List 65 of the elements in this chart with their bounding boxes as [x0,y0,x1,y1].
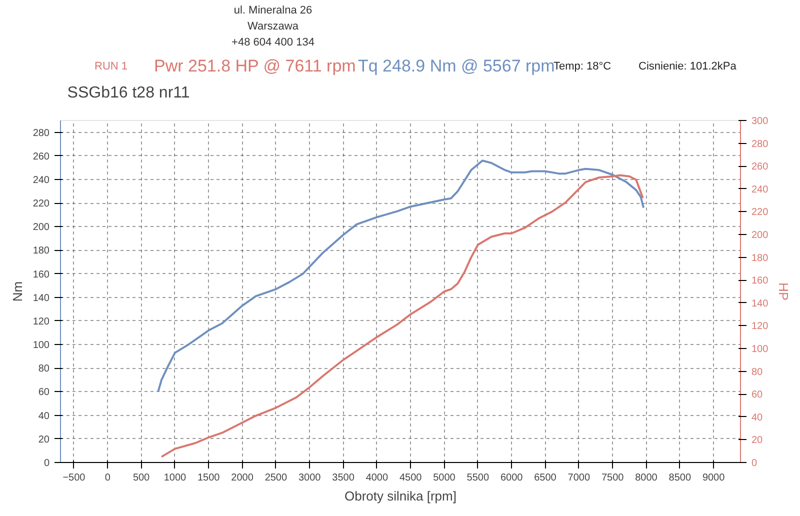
x-tick-label: 8500 [668,472,692,484]
x-tick-label: 0 [104,472,111,484]
y2-tick-label: 220 [752,207,769,218]
y-tick-label: 260 [32,151,50,162]
x-tick-label: 6000 [500,472,524,484]
y2-tick-label: 0 [752,458,758,469]
y-tick-label: 220 [32,198,50,210]
x-tick-label: 4500 [399,472,422,484]
y-tick-label: 100 [32,340,50,352]
y2-tick-label: 100 [752,344,769,355]
text: Tq 248.9 Nm @ 5567 rpm [358,56,555,76]
y2-tick-label: 60 [752,390,764,401]
y-tick-label: 0 [44,458,50,469]
x-tick-label: 1500 [197,472,220,484]
y2-tick-label: 120 [752,321,769,332]
x-tick-label: 9000 [702,472,726,484]
y2-tick-label: 300 [752,116,769,127]
y-tick-label: 200 [32,222,50,234]
x-tick-label: 1000 [164,472,187,484]
text: RUN 1 [94,60,128,72]
y2-tick-label: 40 [752,412,764,424]
y2-tick-label: 20 [752,435,764,446]
x-axis-title: Obroty silnika [rpm] [344,488,456,504]
text: Pwr 251.8 HP @ 7611 rpm [154,56,356,76]
y2-tick-label: 260 [752,162,769,173]
line-series [157,160,645,393]
x-tick-label: 5500 [466,472,490,484]
y-tick-label: 280 [32,128,50,139]
x-tick-label: 8000 [635,472,658,484]
y-axis-title: Nm [10,281,25,302]
x-tick-label: 3000 [298,472,322,484]
y2-tick-label: 140 [752,298,769,310]
x-tick-label: 5000 [433,472,456,484]
x-tick-label: 500 [132,472,150,484]
y-tick-label: 120 [32,316,50,328]
text: ul. Mineralna 26 [234,4,312,16]
text: Temp: 18°C [554,60,612,72]
x-tick-label: 6500 [534,472,557,484]
y-tick-label: 160 [32,269,50,280]
text: Cisnienie: 101.2kPa [638,60,738,72]
y-tick-label: 240 [32,174,50,186]
x-tick-label: 2500 [264,472,288,484]
x-tick-label: 2000 [231,472,254,484]
x-tick-label: 4000 [366,472,388,484]
y-tick-label: 40 [38,410,50,422]
y-tick-label: 80 [38,364,50,375]
chart-title: SSGb16 t28 nr11 [67,84,190,102]
y-tick-label: 140 [32,292,50,304]
line-series [160,174,644,458]
y2-tick-label: 240 [752,184,769,196]
text: Warszawa [248,20,300,32]
x-tick-label: 3500 [332,472,355,484]
y2-tick-label: 200 [752,230,769,241]
text: +48 604 400 134 [232,36,314,48]
y2-tick-label: 80 [752,366,764,378]
y2-tick-label: 280 [752,138,769,150]
y-tick-label: 180 [32,246,50,257]
y-tick-label: 20 [38,434,50,446]
y2-tick-label: 180 [752,252,769,264]
x-tick-label: 7000 [568,472,590,484]
x-tick-label: −500 [62,472,86,484]
y-tick-label: 60 [38,387,50,398]
y2-tick-label: 160 [752,276,769,287]
x-tick-label: 7500 [601,472,624,484]
y2-axis-title: HP [776,282,792,301]
